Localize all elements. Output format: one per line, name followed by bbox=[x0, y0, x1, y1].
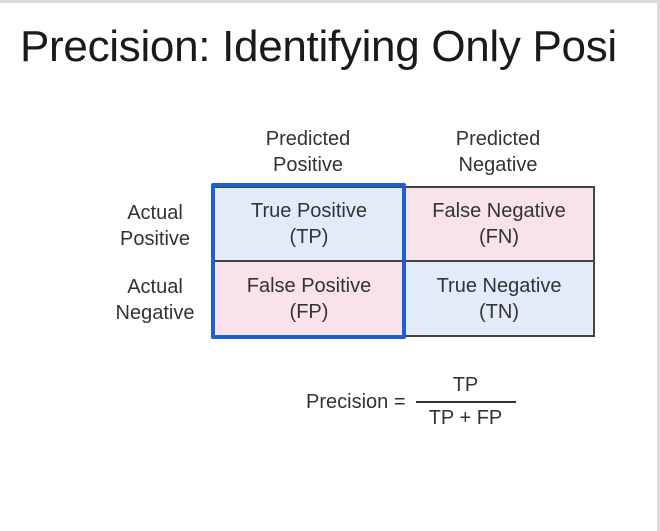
cell-label: False Positive bbox=[246, 274, 372, 297]
col-header-predicted-negative: Predicted Negative bbox=[403, 126, 593, 178]
row-header-actual-negative: Actual Negative bbox=[100, 274, 210, 326]
cell-true-positive: True Positive (TP) bbox=[213, 186, 405, 262]
formula-denominator: TP + FP bbox=[428, 407, 503, 429]
cell-abbr: (FP) bbox=[289, 300, 329, 323]
cell-abbr: (TN) bbox=[479, 300, 519, 323]
col-header-line: Predicted bbox=[455, 128, 541, 150]
cell-label: False Negative bbox=[432, 200, 566, 222]
frame-right-border bbox=[657, 0, 660, 531]
precision-formula: Precision = TP TP + FP bbox=[306, 372, 516, 432]
row-header-line: Actual bbox=[127, 202, 183, 224]
slide-title: Precision: Identifying Only Posi bbox=[20, 22, 617, 71]
cell-label: True Negative bbox=[436, 274, 562, 297]
col-header-line: Negative bbox=[458, 154, 538, 176]
cell-true-negative: True Negative (TN) bbox=[403, 260, 595, 337]
formula-fraction: TP TP + FP bbox=[415, 374, 516, 430]
row-header-actual-positive: Actual Positive bbox=[100, 200, 210, 252]
col-header-line: Predicted bbox=[265, 128, 351, 150]
col-header-line: Positive bbox=[272, 154, 344, 176]
formula-lhs: Precision = bbox=[306, 390, 406, 413]
row-header-line: Negative bbox=[115, 302, 195, 324]
fraction-bar bbox=[415, 401, 516, 403]
frame-top-border bbox=[0, 0, 660, 3]
cell-false-negative: False Negative (FN) bbox=[403, 186, 595, 262]
cell-label: True Positive bbox=[251, 200, 367, 222]
cell-abbr: (FN) bbox=[479, 226, 519, 248]
cell-abbr: (TP) bbox=[289, 226, 329, 248]
formula-numerator: TP bbox=[452, 374, 479, 396]
cell-false-positive: False Positive (FP) bbox=[213, 260, 405, 337]
row-header-line: Positive bbox=[119, 228, 191, 250]
col-header-predicted-positive: Predicted Positive bbox=[213, 126, 403, 178]
row-header-line: Actual bbox=[127, 276, 183, 298]
predicted-positive-highlight bbox=[211, 183, 406, 339]
